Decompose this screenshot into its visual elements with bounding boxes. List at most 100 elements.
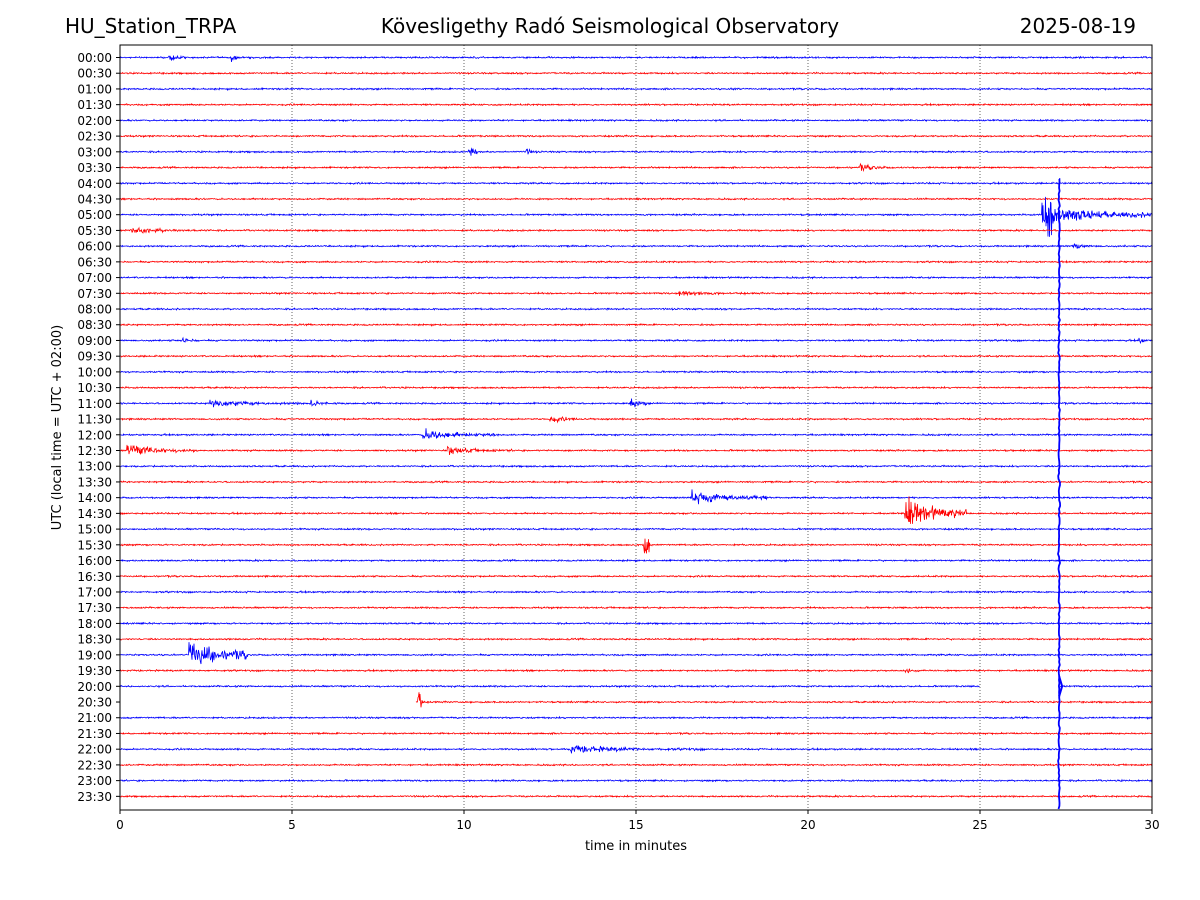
chart-date: 2025-08-19 (1019, 14, 1136, 38)
trace-row-1630 (120, 574, 1153, 579)
trace-row-1000 (119, 369, 1153, 374)
trace-row-2100 (120, 715, 1153, 720)
spike-peak (1058, 676, 1064, 697)
trace-row-2330 (119, 794, 1153, 799)
trace-row-0330 (119, 162, 1153, 173)
trace-row-0230 (119, 134, 1153, 139)
trace-row-0500 (120, 196, 1153, 237)
trace-row-1400 (119, 489, 1153, 505)
y-tick-label: 20:30 (77, 696, 112, 710)
y-tick-label: 22:30 (77, 758, 112, 772)
trace-row-0800 (120, 307, 1153, 311)
y-tick-label: 06:30 (77, 255, 112, 269)
y-tick-label: 03:30 (77, 161, 112, 175)
trace-row-1430 (119, 496, 1153, 524)
y-tick-label: 01:30 (77, 98, 112, 112)
trace-row-1600 (119, 558, 1153, 563)
trace-row-1200 (120, 428, 1153, 439)
spike-line (1057, 178, 1062, 810)
trace-row-1730 (119, 605, 1153, 610)
x-tick-label: 0 (116, 818, 124, 832)
trace-row-2030 (415, 692, 1153, 708)
x-axis-ticks: 0 5 10 15 20 25 30 (116, 810, 1160, 832)
y-tick-label: 02:00 (77, 114, 112, 128)
trace-row-0000 (119, 54, 1153, 62)
y-tick-label: 00:30 (77, 67, 112, 81)
trace-row-1130 (120, 416, 1153, 424)
trace-row-0400 (119, 180, 1153, 186)
y-tick-label: 08:30 (77, 318, 112, 332)
trace-row-0900 (119, 336, 1153, 345)
trace-row-0300 (119, 147, 1153, 156)
trace-row-1030 (119, 385, 1153, 390)
y-tick-label: 19:00 (77, 648, 112, 662)
spike-trace (1057, 178, 1064, 810)
y-tick-label: 08:00 (77, 303, 112, 317)
trace-row-1900 (119, 642, 1153, 665)
trace-row-1530 (119, 538, 1153, 554)
x-tick-label: 30 (1144, 818, 1159, 832)
y-tick-label: 22:00 (77, 743, 112, 757)
trace-row-0930 (119, 353, 1153, 359)
y-tick-label: 17:30 (77, 601, 112, 615)
y-tick-label: 05:00 (77, 208, 112, 222)
y-axis-label: UTC (local time = UTC + 02:00) (50, 325, 65, 530)
trace-row-1100 (119, 398, 1153, 408)
trace-row-0200 (119, 118, 1153, 123)
trace-row-1500 (119, 527, 1153, 532)
y-tick-label: 05:30 (77, 224, 112, 238)
trace-row-2000 (119, 684, 1153, 689)
trace-row-0600 (119, 243, 1153, 249)
y-tick-label: 12:00 (77, 428, 112, 442)
y-tick-label: 18:00 (77, 617, 112, 631)
trace-row-1800 (119, 621, 1153, 626)
trace-row-0700 (119, 275, 1153, 280)
y-tick-label: 15:30 (77, 538, 112, 552)
y-tick-label: 14:00 (77, 491, 112, 505)
vertical-gridlines (291, 45, 981, 810)
x-tick-label: 20 (800, 818, 815, 832)
trace-row-2200 (119, 745, 1153, 754)
x-tick-label: 10 (456, 818, 471, 832)
y-tick-label: 03:00 (77, 145, 112, 159)
station-name: HU_Station_TRPA (65, 14, 237, 38)
trace-row-1700 (119, 589, 1153, 595)
trace-row-1230 (119, 444, 1153, 456)
y-tick-label: 21:00 (77, 711, 112, 725)
trace-row-0430 (119, 196, 1153, 202)
y-tick-label: 21:30 (77, 727, 112, 741)
y-tick-label: 00:00 (77, 51, 112, 65)
y-tick-label: 23:00 (77, 774, 112, 788)
y-tick-label: 15:00 (77, 523, 112, 537)
y-tick-label: 02:30 (77, 130, 112, 144)
y-tick-label: 14:30 (77, 507, 112, 521)
trace-row-0530 (119, 226, 1153, 234)
trace-row-2300 (120, 778, 1153, 783)
y-tick-label: 11:00 (77, 397, 112, 411)
y-tick-label: 17:00 (77, 585, 112, 599)
y-tick-label: 07:30 (77, 287, 112, 301)
y-tick-label: 12:30 (77, 444, 112, 458)
y-tick-label: 11:30 (77, 413, 112, 427)
y-tick-label: 16:30 (77, 570, 112, 584)
trace-row-0030 (119, 71, 1153, 76)
y-tick-label: 04:00 (77, 177, 112, 191)
y-tick-label: 06:00 (77, 240, 112, 254)
y-tick-label: 09:30 (77, 350, 112, 364)
y-tick-label: 13:30 (77, 475, 112, 489)
y-tick-label: 20:00 (77, 680, 112, 694)
trace-row-2230 (119, 762, 1153, 768)
chart-title: Kövesligethy Radó Seismological Observat… (380, 14, 840, 38)
trace-row-0130 (119, 102, 1153, 107)
y-tick-label: 07:00 (77, 271, 112, 285)
trace-row-2130 (119, 731, 1153, 736)
y-tick-label: 16:00 (77, 554, 112, 568)
y-tick-label: 10:30 (77, 381, 112, 395)
x-tick-label: 15 (628, 818, 643, 832)
trace-row-1300 (119, 464, 1153, 469)
y-tick-label: 13:00 (77, 460, 112, 474)
trace-row-0830 (119, 322, 1153, 327)
x-tick-label: 5 (288, 818, 296, 832)
y-tick-label: 18:30 (77, 633, 112, 647)
